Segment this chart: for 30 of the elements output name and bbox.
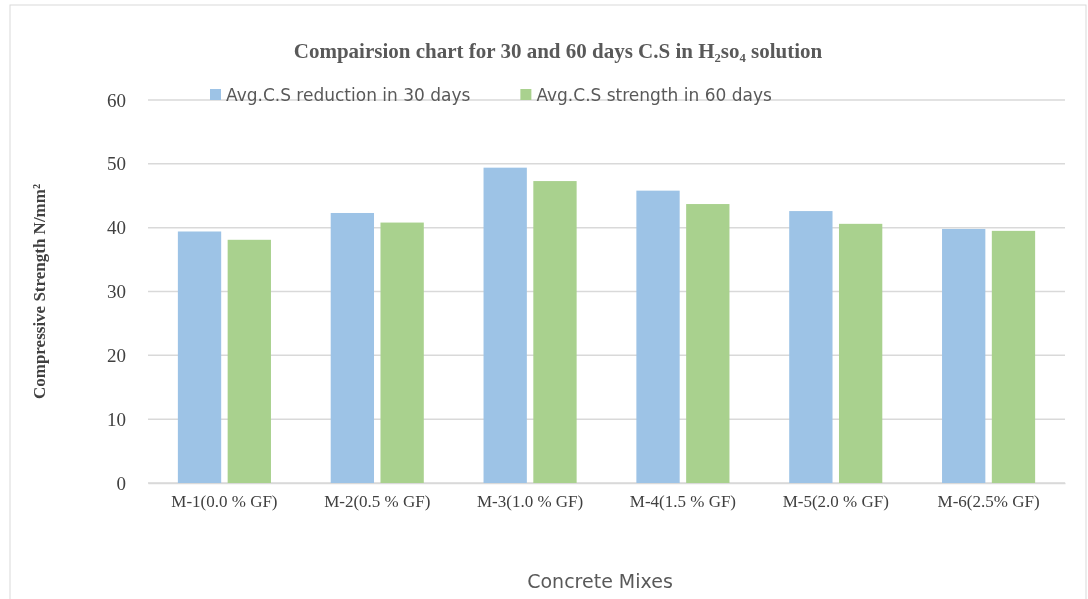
x-axis-title: Concrete Mixes bbox=[527, 570, 673, 592]
bar bbox=[789, 211, 833, 483]
bar bbox=[942, 228, 986, 483]
y-tick-label: 60 bbox=[107, 89, 126, 111]
legend-label: Avg.C.S reduction in 30 days bbox=[226, 85, 471, 105]
y-tick-label: 50 bbox=[107, 153, 126, 175]
bar bbox=[838, 223, 883, 483]
bar bbox=[533, 181, 577, 483]
bar bbox=[177, 231, 222, 483]
x-tick-label: M-1(0.0 % GF) bbox=[171, 492, 278, 512]
bar bbox=[380, 222, 424, 483]
bar bbox=[227, 239, 271, 483]
y-axis-title: Compressive Strength N/mm² bbox=[30, 183, 49, 400]
x-tick-label: M-6(2.5% GF) bbox=[937, 492, 1040, 512]
y-tick-label: 40 bbox=[107, 217, 126, 239]
bar bbox=[636, 190, 680, 483]
y-tick-label: 30 bbox=[107, 281, 126, 303]
legend-label: Avg.C.S strength in 60 days bbox=[536, 85, 772, 105]
y-tick-label: 0 bbox=[116, 472, 126, 494]
y-tick-label: 20 bbox=[107, 344, 126, 366]
x-tick-label: M-4(1.5 % GF) bbox=[629, 492, 737, 512]
bar bbox=[991, 230, 1036, 483]
x-tick-label: M-5(2.0 % GF) bbox=[782, 492, 889, 512]
x-tick-label: M-3(1.0 % GF) bbox=[476, 492, 584, 512]
bar bbox=[483, 167, 527, 483]
bar bbox=[686, 204, 730, 483]
x-tick-label: M-2(0.5 % GF) bbox=[324, 492, 431, 512]
chart-title: Compairsion chart for 30 and 60 days C.S in H₂so₄ solution bbox=[293, 39, 823, 63]
bar bbox=[330, 212, 375, 483]
y-tick-label: 10 bbox=[107, 408, 126, 430]
